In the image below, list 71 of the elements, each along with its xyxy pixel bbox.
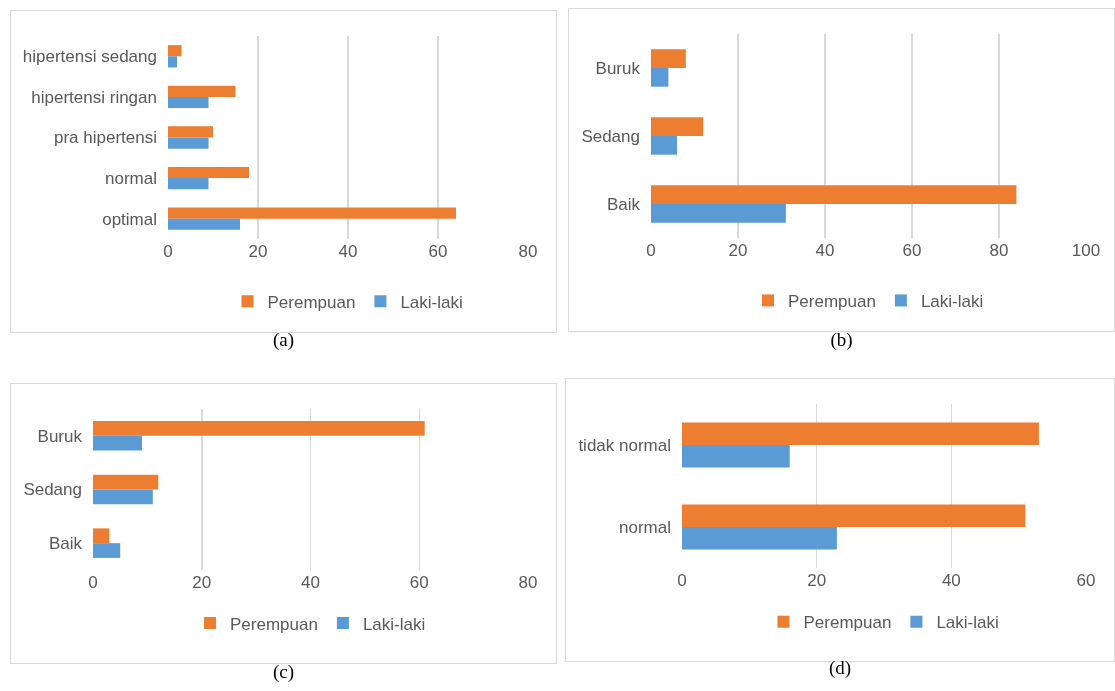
x-tick-label: 40 bbox=[815, 241, 835, 260]
x-tick-label: 40 bbox=[941, 571, 961, 590]
bar bbox=[651, 136, 678, 155]
y-tick-label: Sedang bbox=[581, 126, 640, 146]
x-tick-label: 0 bbox=[163, 242, 173, 261]
legend-label: Perempuan bbox=[803, 613, 892, 633]
bar bbox=[93, 474, 159, 490]
x-tick-label: 20 bbox=[807, 571, 827, 590]
x-tick-label: 0 bbox=[88, 573, 98, 592]
bar bbox=[682, 422, 1039, 445]
bar bbox=[682, 445, 790, 468]
x-tick-label: 20 bbox=[728, 241, 748, 260]
bar bbox=[168, 96, 209, 109]
legend-label: Perempuan bbox=[788, 292, 876, 312]
text: (d) bbox=[827, 657, 853, 679]
legend-label: Laki-laki bbox=[920, 292, 984, 312]
bar bbox=[168, 137, 209, 149]
bar bbox=[168, 56, 177, 68]
text: (c) bbox=[271, 661, 296, 683]
x-tick-label: 20 bbox=[192, 573, 212, 592]
bar bbox=[93, 421, 425, 436]
bar bbox=[651, 204, 786, 223]
x-tick-label: 20 bbox=[248, 242, 268, 261]
y-tick-label: Baik bbox=[606, 194, 641, 214]
bar bbox=[93, 543, 121, 558]
bar bbox=[168, 126, 213, 138]
text: (a) bbox=[271, 329, 296, 351]
x-tick-label: 40 bbox=[301, 573, 320, 592]
x-tick-label: 80 bbox=[518, 242, 538, 261]
y-tick-label: pra hipertensi bbox=[53, 128, 157, 148]
x-tick-label: 60 bbox=[1076, 571, 1096, 590]
bar bbox=[651, 68, 669, 87]
legend-label: Laki-laki bbox=[362, 614, 426, 634]
y-tick-label: tidak normal bbox=[578, 435, 671, 455]
legend-label: Perempuan bbox=[230, 614, 318, 634]
bar bbox=[651, 49, 686, 68]
bar bbox=[168, 85, 236, 97]
text: (b) bbox=[829, 329, 854, 351]
x-tick-label: 60 bbox=[902, 241, 922, 260]
x-tick-label: 40 bbox=[338, 242, 358, 261]
y-tick-label: Baik bbox=[48, 534, 83, 554]
y-tick-label: hipertensi ringan bbox=[31, 87, 157, 107]
bar bbox=[168, 207, 456, 219]
y-tick-label: Buruk bbox=[37, 426, 83, 446]
y-tick-label: normal bbox=[105, 169, 157, 189]
legend-label: Laki-laki bbox=[936, 613, 999, 633]
y-tick-label: Buruk bbox=[595, 58, 641, 78]
bar bbox=[168, 45, 182, 57]
bar bbox=[93, 435, 142, 451]
legend-label: Laki-laki bbox=[400, 292, 463, 312]
bar bbox=[682, 504, 1026, 527]
bar bbox=[682, 527, 837, 550]
bar bbox=[168, 166, 249, 179]
bar bbox=[651, 117, 704, 136]
y-tick-label: normal bbox=[619, 517, 671, 537]
bar bbox=[168, 218, 240, 230]
bar bbox=[651, 185, 1017, 204]
bar bbox=[168, 178, 209, 190]
x-tick-label: 100 bbox=[1071, 241, 1101, 260]
y-tick-label: hipertensi sedang bbox=[22, 47, 157, 67]
y-tick-label: optimal bbox=[102, 209, 157, 229]
x-tick-label: 60 bbox=[409, 573, 429, 592]
y-tick-label: Sedang bbox=[23, 480, 82, 500]
x-tick-label: 60 bbox=[428, 242, 448, 261]
x-tick-label: 80 bbox=[989, 241, 1009, 260]
bar bbox=[93, 489, 153, 505]
x-tick-label: 0 bbox=[677, 571, 687, 590]
legend-label: Perempuan bbox=[267, 292, 356, 312]
x-tick-label: 80 bbox=[518, 573, 538, 592]
x-tick-label: 0 bbox=[646, 241, 656, 260]
bar bbox=[93, 528, 110, 544]
